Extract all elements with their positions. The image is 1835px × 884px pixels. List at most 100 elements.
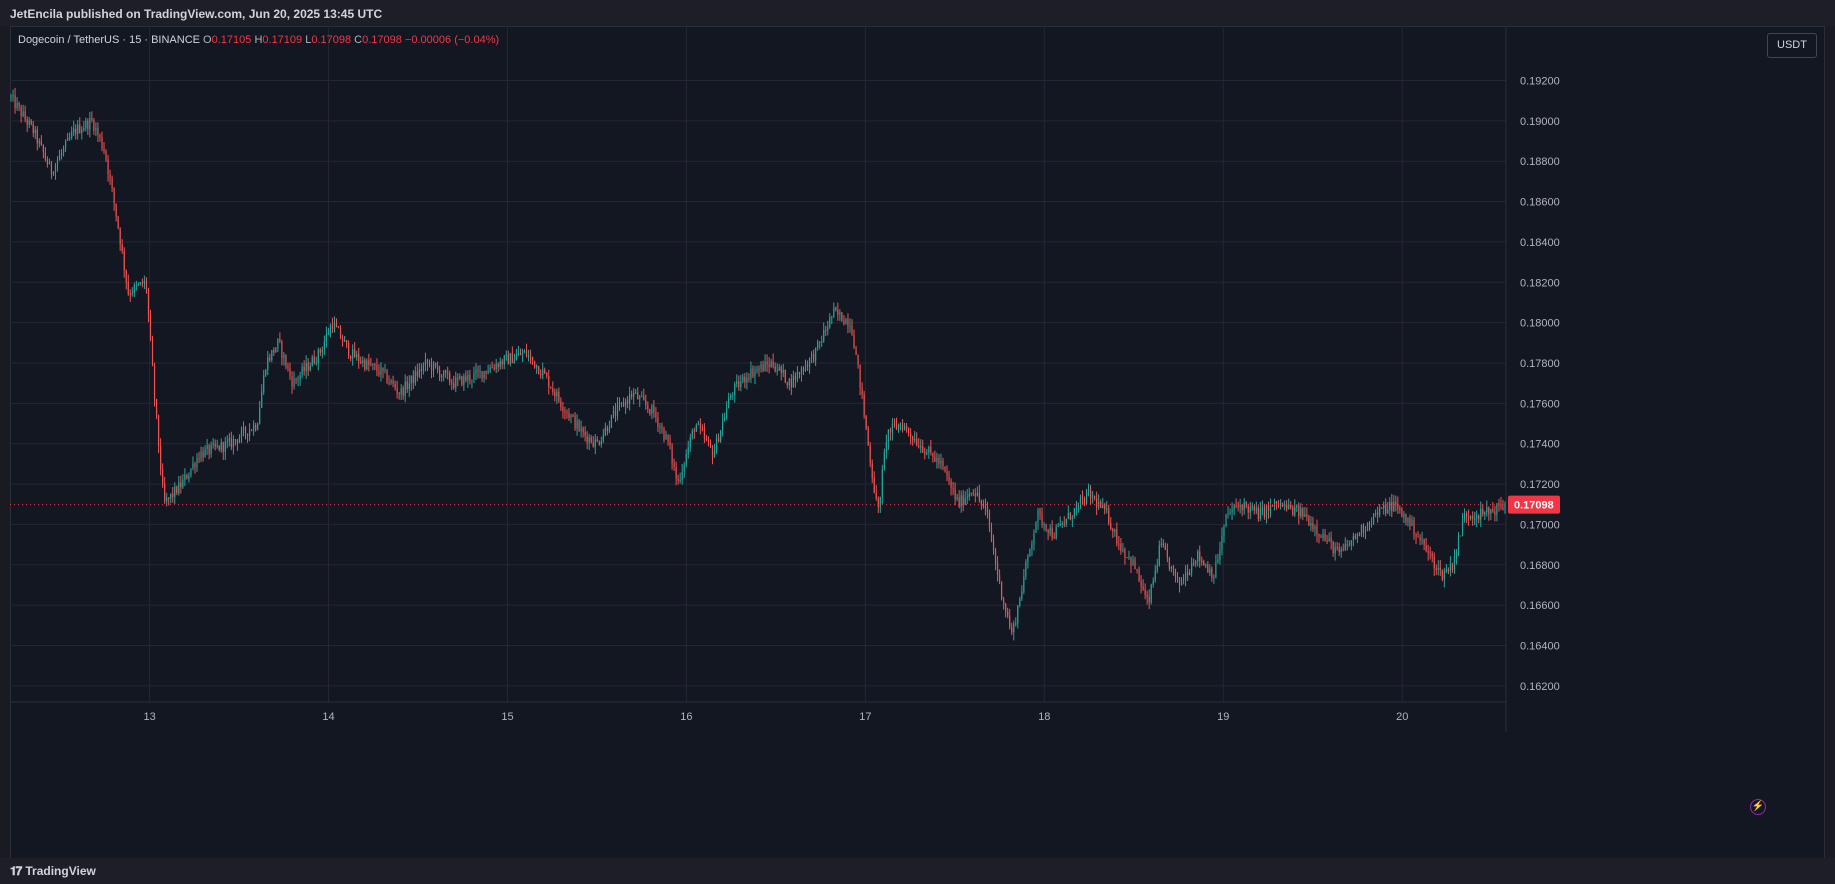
candle-body	[242, 427, 245, 431]
price-tick-label: 0.17000	[1520, 519, 1560, 531]
candle-body	[1203, 561, 1205, 566]
candle	[901, 419, 904, 433]
candle	[879, 496, 881, 514]
candle	[1124, 547, 1126, 565]
candle	[1136, 568, 1138, 574]
candle	[1387, 501, 1389, 515]
candle-body	[481, 371, 483, 379]
candle	[1184, 565, 1187, 587]
candle-body	[1356, 534, 1359, 539]
candle-body	[289, 367, 291, 376]
candle-body	[32, 124, 34, 134]
candle	[295, 377, 297, 385]
candle-body	[299, 375, 301, 380]
candle	[552, 381, 554, 396]
candle-body	[812, 353, 815, 361]
candle-body	[1457, 535, 1460, 550]
candle-body	[1358, 534, 1361, 536]
candle-body	[1128, 556, 1130, 558]
candle-body	[1445, 569, 1447, 572]
candle-body	[348, 343, 350, 357]
candle-body	[914, 438, 916, 441]
candle	[271, 350, 273, 363]
candle	[117, 215, 119, 230]
candle-body	[622, 402, 625, 407]
candle	[388, 375, 390, 386]
candle	[1457, 532, 1460, 557]
candle	[281, 339, 283, 366]
candle-body	[511, 353, 513, 364]
candle-body	[271, 350, 273, 361]
candle	[538, 365, 540, 375]
candle	[1312, 516, 1314, 532]
candle-body	[908, 428, 910, 434]
candle	[586, 431, 588, 450]
candle	[1154, 564, 1156, 583]
candle-body	[829, 317, 831, 328]
candle	[305, 355, 307, 379]
candle-body	[295, 378, 297, 380]
candle-body	[681, 471, 683, 481]
candle-body	[772, 361, 774, 367]
candle	[758, 365, 760, 377]
candle-body	[319, 349, 321, 353]
candle-body	[1094, 496, 1096, 499]
candle-body	[996, 563, 999, 576]
candle-body	[1015, 623, 1017, 625]
candle-body	[131, 292, 133, 295]
candle	[321, 346, 323, 359]
candle-body	[540, 373, 542, 376]
candle-body	[717, 437, 720, 442]
candle	[218, 445, 220, 452]
candle	[81, 126, 83, 140]
candle-body	[1116, 529, 1118, 544]
candle-body	[1395, 501, 1397, 505]
candle	[1401, 507, 1403, 518]
candle-body	[730, 395, 732, 399]
chart-frame[interactable]	[10, 26, 1825, 874]
price-chart[interactable]: 0.17098 0.192000.190000.188000.186000.18…	[10, 26, 1825, 858]
candle-body	[1039, 510, 1041, 514]
candle-body	[208, 445, 210, 454]
candle-body	[333, 323, 336, 329]
candle-body	[972, 492, 974, 495]
candle	[230, 431, 232, 451]
time-tick-label: 15	[501, 711, 513, 723]
candle	[303, 360, 305, 376]
candle-body	[149, 314, 152, 338]
candle-body	[736, 381, 738, 384]
candle	[578, 418, 580, 432]
candle-body	[196, 458, 198, 468]
candle	[1225, 513, 1227, 528]
candle-body	[1292, 507, 1294, 515]
currency-button[interactable]: USDT	[1767, 33, 1817, 58]
candle	[313, 350, 315, 365]
candle-body	[64, 140, 67, 148]
candle-body	[1306, 514, 1308, 517]
candle-body	[420, 369, 422, 372]
candle	[916, 432, 918, 447]
candle	[540, 369, 542, 379]
candle-body	[1500, 504, 1502, 508]
candle	[899, 422, 902, 431]
candle	[162, 463, 164, 488]
candle-body	[485, 371, 487, 374]
candle-body	[400, 388, 402, 395]
candle-body	[616, 404, 619, 416]
tradingview-logo[interactable]: 𝟏𝟕 TradingView	[10, 860, 96, 882]
candle-body	[192, 463, 194, 469]
candle	[594, 434, 596, 455]
candle	[1397, 496, 1399, 514]
candle-body	[889, 429, 892, 433]
candle	[226, 435, 228, 449]
candle-body	[1269, 504, 1272, 512]
candle	[881, 464, 883, 505]
candle	[1017, 604, 1019, 629]
candle-body	[552, 388, 554, 392]
candle-body	[709, 441, 712, 448]
candle	[34, 125, 36, 140]
candle-body	[103, 147, 105, 152]
candle	[234, 438, 237, 446]
candle-body	[1411, 519, 1413, 526]
lightning-icon[interactable]: ⚡	[1750, 799, 1766, 815]
